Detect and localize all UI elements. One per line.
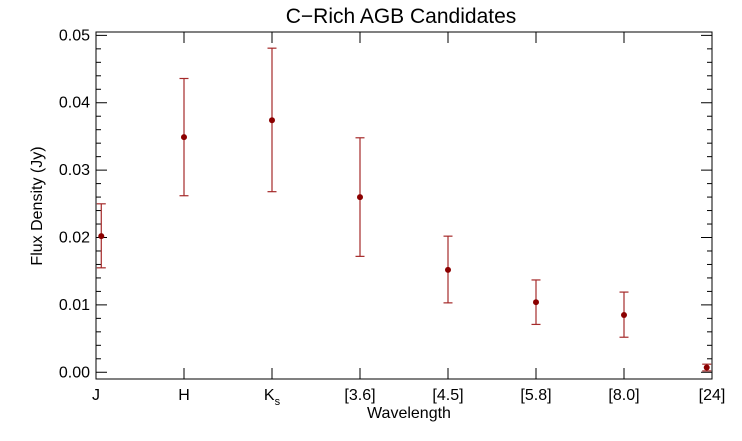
x-ticks: J H Ks [3.6] [4.5] [5.8] [8.0] [24] <box>92 32 725 408</box>
plot-frame <box>95 31 713 380</box>
chart-title: C−Rich AGB Candidates <box>286 5 517 28</box>
y-tick-label: 0.03 <box>59 162 90 179</box>
x-tick-label: J <box>92 387 100 404</box>
x-axis-label: Wavelength <box>367 405 451 422</box>
x-tick-label: [8.0] <box>608 387 639 404</box>
data-point <box>98 233 105 240</box>
data-point <box>269 117 275 124</box>
x-tick-label: [24] <box>699 387 726 404</box>
y-tick-label: 0.04 <box>59 95 90 112</box>
y-tick-label: 0.02 <box>59 230 90 247</box>
y-tick-label: 0.01 <box>59 297 90 314</box>
x-tick-label: Ks <box>264 387 281 408</box>
data-point <box>533 299 539 306</box>
data-points <box>98 117 710 371</box>
data-point <box>703 364 710 371</box>
data-point <box>181 134 187 141</box>
data-point <box>357 194 363 201</box>
x-tick-label: [5.8] <box>520 387 551 404</box>
error-bars <box>96 47 712 372</box>
y-ticks: 0.00 0.01 0.02 0.03 0.04 0.05 <box>59 27 712 381</box>
x-tick-label: H <box>178 387 190 404</box>
x-tick-label: [3.6] <box>344 387 375 404</box>
data-point <box>445 266 451 273</box>
y-tick-label: 0.00 <box>59 364 90 381</box>
data-point <box>621 311 627 318</box>
x-tick-label: [4.5] <box>432 387 463 404</box>
y-axis-label: Flux Density (Jy) <box>29 146 46 265</box>
y-tick-label: 0.05 <box>59 27 90 44</box>
